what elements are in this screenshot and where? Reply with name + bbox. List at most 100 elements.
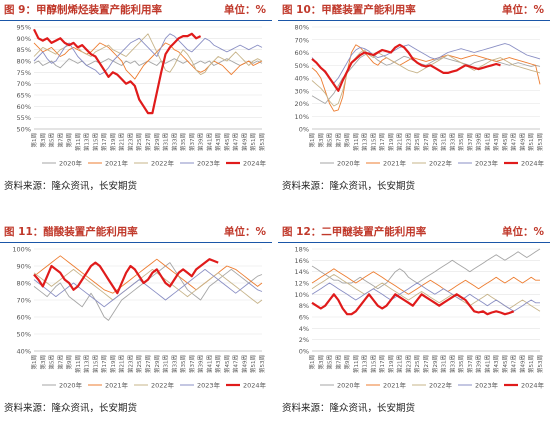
x-tick-label: 第19周 xyxy=(109,355,117,373)
y-tick-label: 60% xyxy=(295,49,309,57)
x-tick-label: 第47周 xyxy=(232,133,240,151)
y-tick-label: 70% xyxy=(17,297,31,305)
x-tick-label: 第19周 xyxy=(387,355,395,373)
x-tick-label: 第15周 xyxy=(369,355,377,373)
legend-label: 2021年 xyxy=(105,381,129,390)
x-tick-label: 第11周 xyxy=(74,133,82,151)
series-line-2020年 xyxy=(311,52,541,104)
y-tick-label: 2% xyxy=(299,336,309,344)
x-tick-label: 第43周 xyxy=(492,133,500,151)
series-line-2023年 xyxy=(33,33,263,76)
legend-label: 2023年 xyxy=(197,381,221,390)
x-tick-label: 第49周 xyxy=(518,355,526,373)
series-line-2024年 xyxy=(311,293,515,316)
x-tick-label: 第5周 xyxy=(326,355,334,370)
x-tick-label: 第49周 xyxy=(240,133,248,151)
x-tick-label: 第53周 xyxy=(536,133,544,151)
x-tick-label: 第35周 xyxy=(457,355,465,373)
x-tick-label: 第5周 xyxy=(48,133,56,148)
x-tick-label: 第15周 xyxy=(91,355,99,373)
x-tick-label: 第23周 xyxy=(404,133,412,151)
x-tick-label: 第31周 xyxy=(440,355,448,373)
x-tick-label: 第51周 xyxy=(527,133,535,151)
x-tick-label: 第27周 xyxy=(144,133,152,151)
y-tick-label: 65% xyxy=(17,92,31,100)
x-tick-label: 第13周 xyxy=(83,133,91,151)
y-tick-label: 6% xyxy=(299,314,309,322)
y-tick-label: 50% xyxy=(295,62,309,70)
x-tick-label: 第53周 xyxy=(258,133,266,151)
y-tick-label: 0% xyxy=(299,348,309,356)
legend-label: 2024年 xyxy=(521,381,545,390)
x-tick-label: 第41周 xyxy=(205,133,213,151)
x-tick-label: 第39周 xyxy=(475,133,483,151)
x-tick-label: 第53周 xyxy=(258,355,266,373)
x-tick-label: 第45周 xyxy=(501,133,509,151)
x-tick-label: 第37周 xyxy=(466,133,474,151)
series-line-2021年 xyxy=(33,255,263,294)
y-tick-label: 30% xyxy=(295,87,309,95)
x-tick-label: 第41周 xyxy=(483,133,491,151)
x-tick-label: 第43周 xyxy=(492,355,500,373)
x-tick-label: 第45周 xyxy=(501,355,509,373)
x-tick-label: 第7周 xyxy=(334,133,342,148)
legend-label: 2023年 xyxy=(475,381,499,390)
line-chart: 0% 10% 20% 30% 40% 50% 60% 70% 80% 第1周 第3周 第5周 第7周 第9… xyxy=(295,24,545,168)
y-tick-label: 4% xyxy=(299,325,309,333)
line-chart: 50%55%60%65%70%75%80%85%90%95%第1周 第3周 第5周第… xyxy=(17,24,267,168)
y-tick-label: 80% xyxy=(17,280,31,288)
legend-label: 2024年 xyxy=(521,159,545,168)
series-line-2021年 xyxy=(311,268,540,295)
legend-label: 2021年 xyxy=(383,159,407,168)
x-tick-label: 第25周 xyxy=(413,133,421,151)
x-tick-label: 第37周 xyxy=(466,355,474,373)
legend-label: 2022年 xyxy=(429,159,453,168)
legend-label: 2022年 xyxy=(151,381,175,390)
x-tick-label: 第45周 xyxy=(223,133,231,151)
x-tick-label: 第7周 xyxy=(56,133,64,148)
source-note: 资料来源：隆众资讯，长安期货 xyxy=(4,403,138,414)
x-tick-label: 第27周 xyxy=(422,133,430,151)
x-tick-label: 第1周 xyxy=(308,133,316,148)
chart-header: 图 9：甲醇制烯烃装置产能利用率 单位：% xyxy=(0,0,272,21)
unit-label: 单位：% xyxy=(223,226,266,238)
x-tick-label: 第31周 xyxy=(162,133,170,151)
x-tick-label: 第43周 xyxy=(214,133,222,151)
series-line-2022年 xyxy=(33,268,263,304)
y-tick-label: 55% xyxy=(17,114,31,122)
x-tick-label: 第47周 xyxy=(232,355,240,373)
series-line-2024年 xyxy=(33,258,219,295)
chart-panel-1: 图 9：甲醇制烯烃装置产能利用率 单位：% 50% 55% 60% 65% 70% 75%… xyxy=(0,0,272,211)
x-tick-label: 第11周 xyxy=(352,355,360,373)
x-tick-label: 第29周 xyxy=(153,355,161,373)
x-tick-label: 第3周 xyxy=(317,355,325,370)
x-tick-label: 第51周 xyxy=(249,133,257,151)
x-tick-label: 第41周 xyxy=(483,355,491,373)
legend-label: 2023年 xyxy=(197,159,221,168)
x-tick-label: 第35周 xyxy=(179,355,187,373)
unit-label: 单位：% xyxy=(501,226,544,238)
series-line-2023年 xyxy=(311,282,540,312)
source-note: 资料来源：隆众资讯，长安期货 xyxy=(282,181,416,192)
y-tick-label: 75% xyxy=(17,69,31,77)
series-line-2020年 xyxy=(311,248,541,290)
unit-label: 单位：% xyxy=(223,4,266,16)
x-tick-label: 第19周 xyxy=(109,133,117,151)
x-tick-label: 第23周 xyxy=(126,133,134,151)
line-chart: 40% 50% 60% 70% 80% 90% 100% 第1周 第3周 第5周 第7周 第9周 第11… xyxy=(12,246,266,390)
series-line-2024年 xyxy=(311,43,501,92)
x-tick-label: 第33周 xyxy=(448,133,456,151)
x-tick-label: 第9周 xyxy=(343,133,351,148)
x-tick-label: 第41周 xyxy=(205,355,213,373)
y-tick-label: 40% xyxy=(17,348,31,356)
x-tick-label: 第33周 xyxy=(170,355,178,373)
legend-label: 2021年 xyxy=(105,159,129,168)
x-tick-label: 第7周 xyxy=(56,355,64,370)
x-tick-label: 第11周 xyxy=(352,133,360,151)
x-tick-label: 第31周 xyxy=(440,133,448,151)
x-tick-label: 第21周 xyxy=(396,133,404,151)
source-note: 资料来源：隆众资讯，长安期货 xyxy=(282,403,416,414)
x-tick-label: 第19周 xyxy=(387,133,395,151)
y-tick-label: 12% xyxy=(295,280,309,288)
x-tick-label: 第9周 xyxy=(65,133,73,148)
